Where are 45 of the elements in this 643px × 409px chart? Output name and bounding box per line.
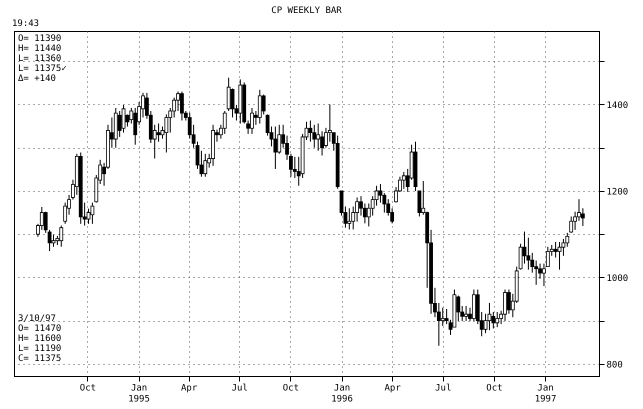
- candlestick: [503, 289, 507, 322]
- candlestick: [156, 123, 160, 142]
- candlestick: [230, 88, 234, 118]
- candlestick: [316, 123, 320, 152]
- candlestick: [258, 89, 262, 124]
- y-tick-label: 800: [606, 360, 623, 370]
- candlestick: [222, 110, 227, 134]
- candlestick: [495, 312, 500, 328]
- candlestick: [464, 305, 468, 322]
- x-tick-label: Apr: [180, 384, 198, 394]
- candlestick: [180, 91, 184, 121]
- candlestick: [558, 241, 562, 270]
- y-tick-label: 1200: [606, 187, 628, 198]
- y-tick-label: 1400: [606, 100, 628, 111]
- candlestick: [472, 289, 476, 322]
- chart-title: CP WEEKLY BAR: [271, 6, 342, 16]
- candlestick: [52, 234, 56, 248]
- candlestick: [59, 225, 64, 248]
- candlestick: [440, 307, 445, 326]
- annotation: 3/10/97 O= 11470 H= 11600 L= 11190 C= 11375: [18, 314, 62, 364]
- candlestick: [488, 302, 492, 331]
- x-tick-label: Oct: [486, 384, 503, 394]
- text: 19:43: [12, 19, 40, 29]
- annotation: O= 11390 H= 11440 L= 11360 L= 11375✓ Δ= +140: [18, 34, 67, 84]
- x-tick-label: Jul: [435, 384, 452, 394]
- candlestick: [507, 289, 511, 314]
- x-tick-label: Oct: [80, 384, 96, 394]
- candlestick: [554, 241, 558, 258]
- candlestick: [262, 94, 266, 115]
- x-tick-label: Oct: [282, 384, 300, 394]
- candlestick: [312, 124, 316, 148]
- candlestick: [273, 126, 278, 170]
- y-tick-label: 1000: [606, 274, 628, 284]
- x-tick-label: Jan 1995: [128, 384, 150, 404]
- x-tick-label: Jan 1997: [534, 384, 556, 404]
- x-tick-label: Apr: [384, 384, 402, 394]
- candlestick: [203, 153, 208, 178]
- candlestick: [122, 104, 126, 134]
- candlestick: [569, 216, 574, 234]
- candlestick: [250, 107, 254, 134]
- candlestick: [90, 202, 94, 224]
- x-tick-label: Jul: [232, 384, 248, 394]
- candlestick: [402, 171, 406, 190]
- x-tick-label: Jan 1996: [331, 384, 353, 404]
- candlestick: [347, 208, 352, 230]
